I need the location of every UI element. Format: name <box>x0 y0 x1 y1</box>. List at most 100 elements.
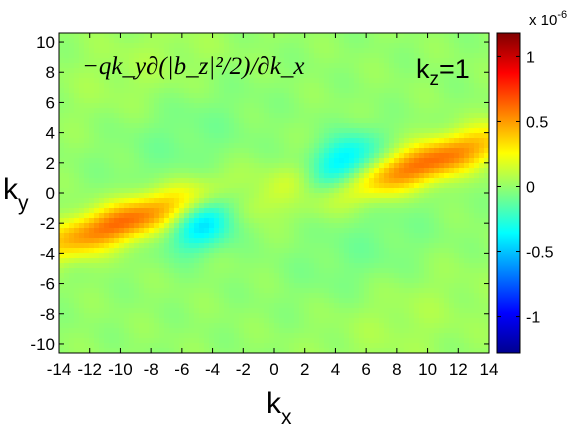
heatmap-cell <box>119 138 125 144</box>
heatmap-cell <box>214 288 220 294</box>
heatmap-cell <box>414 138 420 144</box>
heatmap-cell <box>329 158 335 164</box>
heatmap-cell <box>279 238 285 244</box>
heatmap-cell <box>399 33 405 39</box>
heatmap-cell <box>244 143 250 149</box>
heatmap-cell <box>479 273 485 279</box>
heatmap-cell <box>164 248 170 254</box>
heatmap-cell <box>69 148 75 154</box>
heatmap-cell <box>79 253 85 259</box>
heatmap-cell <box>299 303 305 309</box>
heatmap-cell <box>464 153 470 159</box>
heatmap-cell <box>129 218 135 224</box>
heatmap-cell <box>284 178 290 184</box>
heatmap-cell <box>154 38 160 44</box>
heatmap-cell <box>439 73 445 79</box>
heatmap-cell <box>154 143 160 149</box>
heatmap-cell <box>114 283 120 289</box>
heatmap-cell <box>214 133 220 139</box>
heatmap-cell <box>119 183 125 189</box>
heatmap-cell <box>64 38 70 44</box>
heatmap-cell <box>349 88 355 94</box>
heatmap-cell <box>449 268 455 274</box>
heatmap-cell <box>74 183 80 189</box>
heatmap-cell <box>164 98 170 104</box>
heatmap-cell <box>429 283 435 289</box>
heatmap-cell <box>304 78 310 84</box>
heatmap-cell <box>179 128 185 134</box>
heatmap-cell <box>159 243 165 249</box>
heatmap-cell <box>139 228 145 234</box>
heatmap-cell <box>134 308 140 314</box>
heatmap-cell <box>184 48 190 54</box>
heatmap-cell <box>329 138 335 144</box>
heatmap-cell <box>259 148 265 154</box>
heatmap-cell <box>434 148 440 154</box>
heatmap-cell <box>199 233 205 239</box>
heatmap-cell <box>124 53 130 59</box>
heatmap-cell <box>134 228 140 234</box>
heatmap-cell <box>289 253 295 259</box>
heatmap-cell <box>84 253 90 259</box>
heatmap-cell <box>89 308 95 314</box>
heatmap-cell <box>329 168 335 174</box>
heatmap-cell <box>459 118 465 124</box>
heatmap-cell <box>314 113 320 119</box>
heatmap-cell <box>264 143 270 149</box>
heatmap-cell <box>384 153 390 159</box>
heatmap-cell <box>269 133 275 139</box>
heatmap-cell <box>429 298 435 304</box>
heatmap-cell <box>124 303 130 309</box>
heatmap-cell <box>164 123 170 129</box>
heatmap-cell <box>369 228 375 234</box>
heatmap-cell <box>354 293 360 299</box>
heatmap-cell <box>304 38 310 44</box>
heatmap-cell <box>184 293 190 299</box>
heatmap-cell <box>229 48 235 54</box>
heatmap-cell <box>474 313 480 319</box>
heatmap-cell <box>199 258 205 264</box>
heatmap-cell <box>139 133 145 139</box>
heatmap-cell <box>369 138 375 144</box>
heatmap-cell <box>199 138 205 144</box>
heatmap-cell <box>109 63 115 69</box>
heatmap-cell <box>214 273 220 279</box>
heatmap-cell <box>169 158 175 164</box>
heatmap-cell <box>424 273 430 279</box>
heatmap-cell <box>414 153 420 159</box>
heatmap-cell <box>69 268 75 274</box>
heatmap-cell <box>269 103 275 109</box>
heatmap-cell <box>419 258 425 264</box>
heatmap-cell <box>249 298 255 304</box>
heatmap-cell <box>319 103 325 109</box>
heatmap-cell <box>474 163 480 169</box>
heatmap-cell <box>444 223 450 229</box>
heatmap-cell <box>279 63 285 69</box>
heatmap-cell <box>134 93 140 99</box>
heatmap-cell <box>474 63 480 69</box>
heatmap-cell <box>234 288 240 294</box>
heatmap-cell <box>449 58 455 64</box>
heatmap-cell <box>209 233 215 239</box>
heatmap-cell <box>194 273 200 279</box>
heatmap-cell <box>409 188 415 194</box>
heatmap-cell <box>434 33 440 39</box>
heatmap-cell <box>264 58 270 64</box>
heatmap-cell <box>159 123 165 129</box>
heatmap-cell <box>464 253 470 259</box>
heatmap-cell <box>114 83 120 89</box>
heatmap-cell <box>104 118 110 124</box>
heatmap-cell <box>444 168 450 174</box>
heatmap-cell <box>369 243 375 249</box>
heatmap-cell <box>114 278 120 284</box>
heatmap-cell <box>394 203 400 209</box>
heatmap-cell <box>304 173 310 179</box>
heatmap-cell <box>274 308 280 314</box>
heatmap-cell <box>279 133 285 139</box>
heatmap-cell <box>379 208 385 214</box>
heatmap-cell <box>234 118 240 124</box>
heatmap-cell <box>424 208 430 214</box>
heatmap-cell <box>134 33 140 39</box>
heatmap-cell <box>84 108 90 114</box>
heatmap-cell <box>154 208 160 214</box>
